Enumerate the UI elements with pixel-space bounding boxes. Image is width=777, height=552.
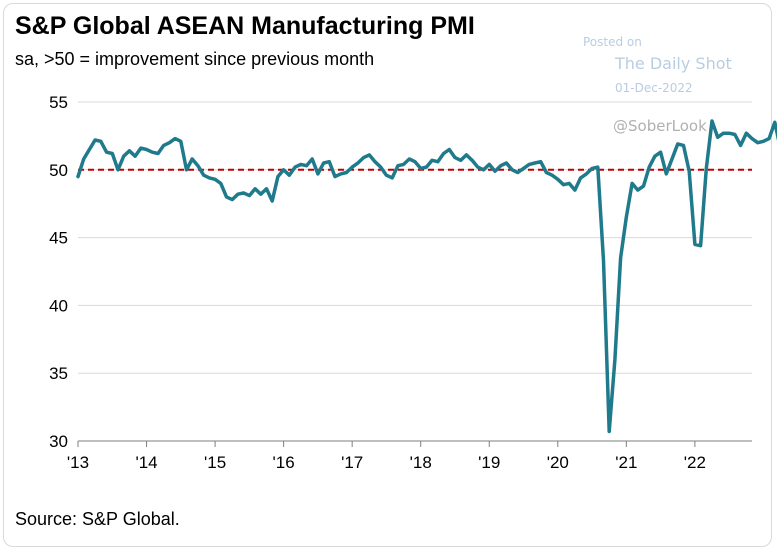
watermark-handle: @SoberLook bbox=[613, 117, 707, 135]
x-tick-label: '19 bbox=[478, 453, 500, 472]
chart-frame bbox=[3, 3, 772, 547]
x-tick-label: '21 bbox=[615, 453, 637, 472]
y-tick-label: 40 bbox=[49, 296, 68, 315]
chart-subtitle: sa, >50 = improvement since previous mon… bbox=[15, 49, 375, 69]
x-tick-label: '16 bbox=[273, 453, 295, 472]
y-tick-label: 55 bbox=[49, 93, 68, 112]
series-line bbox=[76, 119, 777, 434]
y-tick-label: 50 bbox=[49, 161, 68, 180]
x-tick-label: '14 bbox=[135, 453, 157, 472]
y-tick-label: 35 bbox=[49, 364, 68, 383]
watermark-name: The Daily Shot bbox=[615, 54, 732, 73]
x-tick-label: '15 bbox=[204, 453, 226, 472]
x-tick-label: '17 bbox=[341, 453, 363, 472]
y-tick-label: 45 bbox=[49, 229, 68, 248]
watermark-date: 01-Dec-2022 bbox=[615, 81, 693, 95]
x-tick-label: '20 bbox=[547, 453, 569, 472]
watermark-posted: Posted on bbox=[583, 35, 642, 49]
x-tick-label: '22 bbox=[684, 453, 706, 472]
chart-title: S&P Global ASEAN Manufacturing PMI bbox=[15, 12, 475, 40]
y-tick-label: 30 bbox=[49, 432, 68, 451]
source-note: Source: S&P Global. bbox=[15, 509, 180, 529]
x-tick-label: '18 bbox=[410, 453, 432, 472]
x-tick-label: '13 bbox=[67, 453, 89, 472]
